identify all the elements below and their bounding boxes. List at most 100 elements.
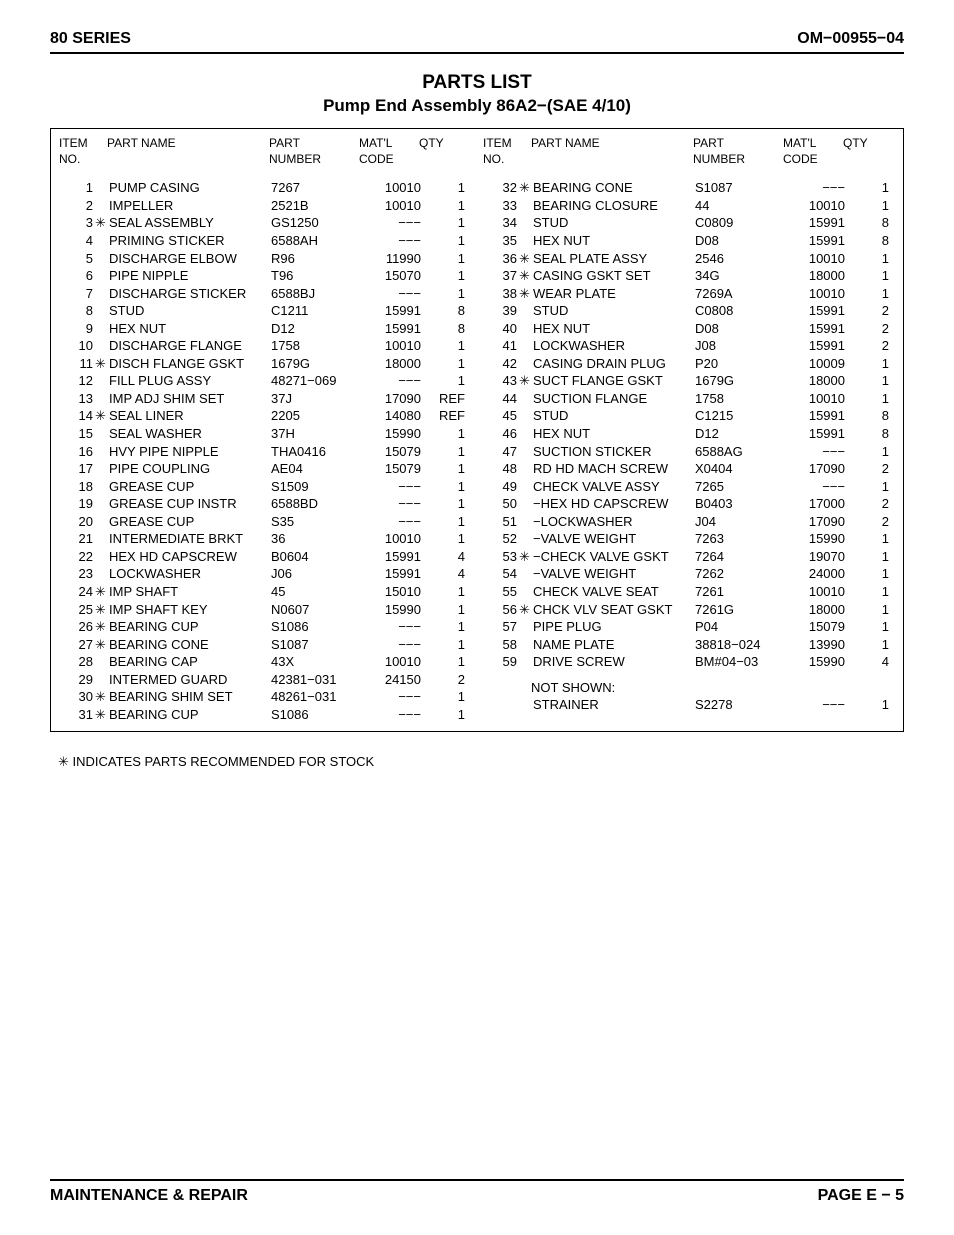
cell-star-icon	[519, 443, 533, 461]
cell-part: S1087	[271, 636, 361, 654]
cell-qty: 1	[853, 696, 889, 714]
cell-qty: 1	[853, 530, 889, 548]
cell-qty: 1	[429, 706, 465, 724]
cell-star-icon	[95, 653, 109, 671]
cell-qty: 1	[429, 267, 465, 285]
cell-qty: 1	[853, 355, 889, 373]
table-row: 16HVY PIPE NIPPLETHA0416150791	[59, 443, 471, 461]
cell-matl: 24000	[785, 565, 853, 583]
cell-part: S35	[271, 513, 361, 531]
cell-name: −LOCKWASHER	[533, 513, 695, 531]
cell-name: INTERMED GUARD	[109, 671, 271, 689]
cell-star-icon	[95, 232, 109, 250]
cell-star-icon: ✳	[95, 688, 109, 706]
cell-part: C0808	[695, 302, 785, 320]
cell-star-icon	[519, 530, 533, 548]
cell-item: 31	[59, 706, 95, 724]
cell-name: HVY PIPE NIPPLE	[109, 443, 271, 461]
cell-matl: 17090	[785, 513, 853, 531]
table-row: 10DISCHARGE FLANGE1758100101	[59, 337, 471, 355]
table-left-column: ITEM NO. PART NAME PART NUMBER MAT'L COD…	[59, 135, 477, 723]
cell-star-icon	[519, 696, 533, 714]
cell-qty: 1	[853, 250, 889, 268]
cell-item: 22	[59, 548, 95, 566]
table-row: 55CHECK VALVE SEAT7261100101	[483, 583, 895, 601]
cell-matl: −−−	[361, 232, 429, 250]
cell-star-icon: ✳	[95, 706, 109, 724]
cell-qty: 1	[429, 355, 465, 373]
cell-star-icon	[95, 179, 109, 197]
th-name: PART NAME	[107, 135, 269, 167]
cell-part: 42381−031	[271, 671, 361, 689]
table-row: 1PUMP CASING7267100101	[59, 179, 471, 197]
cell-star-icon: ✳	[95, 618, 109, 636]
cell-qty: 2	[853, 495, 889, 513]
cell-item: 5	[59, 250, 95, 268]
cell-name: PUMP CASING	[109, 179, 271, 197]
cell-item: 3	[59, 214, 95, 232]
table-row: 9HEX NUTD12159918	[59, 320, 471, 338]
cell-item: 20	[59, 513, 95, 531]
cell-star-icon	[95, 302, 109, 320]
cell-name: STRAINER	[533, 696, 695, 714]
cell-qty: 8	[853, 214, 889, 232]
rows-left: 1PUMP CASING72671001012IMPELLER2521B1001…	[59, 179, 471, 723]
cell-qty: 1	[429, 688, 465, 706]
table-row: 39STUDC0808159912	[483, 302, 895, 320]
table-row: 43✳SUCT FLANGE GSKT1679G180001	[483, 372, 895, 390]
table-row: 6PIPE NIPPLET96150701	[59, 267, 471, 285]
cell-star-icon	[519, 636, 533, 654]
table-row: 22HEX HD CAPSCREWB0604159914	[59, 548, 471, 566]
cell-star-icon	[519, 425, 533, 443]
cell-matl: −−−	[361, 478, 429, 496]
cell-part: 1758	[271, 337, 361, 355]
cell-qty: 1	[429, 513, 465, 531]
cell-qty: 2	[853, 513, 889, 531]
cell-star-icon: ✳	[519, 250, 533, 268]
cell-part: 43X	[271, 653, 361, 671]
cell-name: GREASE CUP	[109, 478, 271, 496]
cell-matl: 15991	[361, 565, 429, 583]
th-qty: QTY	[843, 135, 879, 167]
cell-part: 7269A	[695, 285, 785, 303]
cell-name: CHECK VALVE ASSY	[533, 478, 695, 496]
title-sub: Pump End Assembly 86A2−(SAE 4/10)	[50, 96, 904, 116]
cell-name: LOCKWASHER	[109, 565, 271, 583]
cell-star-icon	[519, 355, 533, 373]
cell-star-icon	[95, 250, 109, 268]
cell-part: THA0416	[271, 443, 361, 461]
cell-star-icon: ✳	[95, 601, 109, 619]
cell-qty: 1	[853, 372, 889, 390]
cell-item: 16	[59, 443, 95, 461]
cell-qty: 1	[429, 337, 465, 355]
parts-table: ITEM NO. PART NAME PART NUMBER MAT'L COD…	[50, 128, 904, 732]
cell-star-icon	[95, 565, 109, 583]
cell-item: 40	[483, 320, 519, 338]
footer-right: PAGE E − 5	[818, 1187, 904, 1205]
cell-name: IMP ADJ SHIM SET	[109, 390, 271, 408]
table-row: 45STUDC1215159918	[483, 407, 895, 425]
table-row: 28BEARING CAP43X100101	[59, 653, 471, 671]
cell-matl: 15991	[785, 320, 853, 338]
th-star	[93, 135, 107, 167]
cell-name: BEARING CLOSURE	[533, 197, 695, 215]
cell-matl: 15990	[361, 601, 429, 619]
table-row: 53✳−CHECK VALVE GSKT7264190701	[483, 548, 895, 566]
cell-matl: −−−	[361, 285, 429, 303]
cell-item: 51	[483, 513, 519, 531]
cell-matl: −−−	[361, 214, 429, 232]
table-row: 44SUCTION FLANGE1758100101	[483, 390, 895, 408]
cell-qty: 2	[853, 337, 889, 355]
cell-item: 15	[59, 425, 95, 443]
cell-item: 7	[59, 285, 95, 303]
cell-name: HEX NUT	[533, 425, 695, 443]
cell-name: STUD	[533, 407, 695, 425]
cell-item: 26	[59, 618, 95, 636]
cell-star-icon	[519, 320, 533, 338]
cell-part: 1758	[695, 390, 785, 408]
table-row: 27✳BEARING CONES1087−−−1	[59, 636, 471, 654]
cell-item: 39	[483, 302, 519, 320]
cell-item: 44	[483, 390, 519, 408]
table-row: 18GREASE CUPS1509−−−1	[59, 478, 471, 496]
cell-part: J08	[695, 337, 785, 355]
